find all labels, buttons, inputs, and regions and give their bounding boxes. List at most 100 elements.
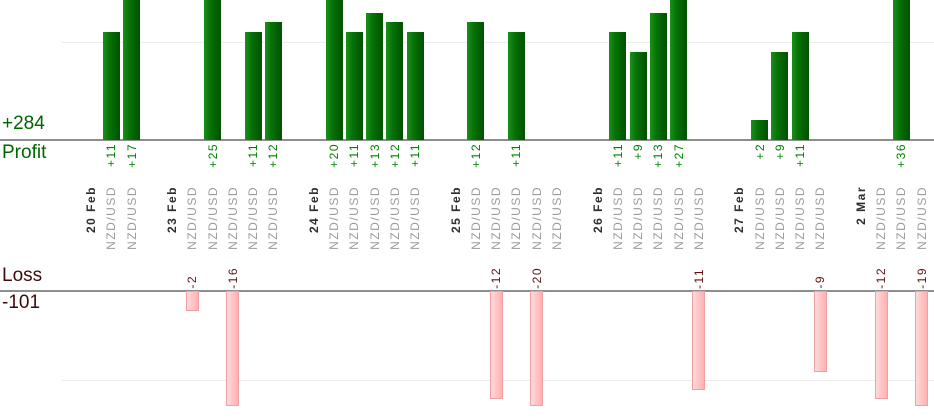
profit-bar	[345, 32, 363, 140]
profit-value-label: +12	[263, 143, 283, 189]
profit-value-label: +27	[669, 143, 689, 189]
instrument-label-text: NZD/USD	[124, 186, 139, 250]
profit-value-label-text: +11	[104, 143, 119, 167]
profit-value-label: +12	[466, 143, 486, 189]
date-label: 24 Feb	[304, 186, 324, 256]
instrument-label: NZD/USD	[608, 186, 628, 256]
instrument-label-text: NZD/USD	[874, 186, 889, 250]
profit-value-label-text: +11	[246, 143, 261, 167]
instrument-label-text: NZD/USD	[914, 186, 929, 250]
instrument-label-text: NZD/USD	[549, 186, 564, 250]
instrument-label: NZD/USD	[101, 186, 121, 256]
instrument-label: NZD/USD	[385, 186, 405, 256]
profit-value-label-text: +11	[347, 143, 362, 167]
profit-value-label-text: +9	[772, 143, 787, 160]
profit-value-label-text: +13	[367, 143, 382, 168]
loss-value-label: -12	[871, 246, 891, 289]
date-label-text: 27 Feb	[732, 186, 747, 234]
profit-bar	[244, 32, 262, 140]
profit-value-label-text: +2	[752, 143, 767, 160]
profit-value-label-text: +27	[671, 143, 686, 168]
instrument-label-text: NZD/USD	[610, 186, 625, 250]
loss-bar	[489, 291, 503, 399]
instrument-label-text: NZD/USD	[246, 186, 261, 250]
profit-total-label: +284	[2, 113, 45, 134]
loss-value-label-text: -20	[529, 267, 544, 289]
date-label-text: 23 Feb	[165, 186, 180, 234]
date-label-text: 24 Feb	[306, 186, 321, 234]
loss-axis-line	[0, 290, 934, 292]
loss-value-label-text: -12	[874, 267, 889, 289]
loss-value-label: -20	[527, 246, 547, 289]
loss-value-label: -16	[223, 246, 243, 289]
date-label: 23 Feb	[162, 186, 182, 256]
instrument-label-text: NZD/USD	[772, 186, 787, 250]
profit-gridline	[62, 42, 934, 43]
profit-value-label-text: +11	[610, 143, 625, 167]
profit-value-label: +11	[344, 143, 364, 189]
loss-value-label-text: -11	[691, 268, 706, 289]
profit-value-label-text: +17	[124, 143, 139, 168]
loss-bar	[185, 291, 199, 311]
profit-value-label-text: +12	[387, 143, 402, 168]
loss-value-label-text: -19	[914, 267, 929, 289]
profit-value-label: +13	[648, 143, 668, 189]
instrument-label-text: NZD/USD	[347, 186, 362, 250]
date-label-text: 2 Mar	[853, 186, 868, 225]
loss-value-label-text: -9	[813, 275, 828, 289]
date-label: 25 Feb	[446, 186, 466, 256]
profit-bar	[751, 120, 769, 140]
date-label-text: 25 Feb	[448, 186, 463, 234]
instrument-label: NZD/USD	[405, 186, 425, 256]
profit-value-label-text: +13	[651, 143, 666, 168]
profit-bar	[892, 0, 910, 140]
instrument-label-text: NZD/USD	[509, 186, 524, 250]
loss-value-label: -12	[486, 246, 506, 289]
date-label: 2 Mar	[851, 186, 871, 256]
instrument-label: NZD/USD	[628, 186, 648, 256]
instrument-label-text: NZD/USD	[327, 186, 342, 250]
profit-value-label-text: +11	[793, 143, 808, 167]
profit-bar	[609, 32, 627, 140]
loss-value-label: -2	[182, 246, 202, 289]
profit-bar	[366, 12, 384, 140]
loss-value-label-text: -12	[489, 267, 504, 289]
profit-bar	[629, 51, 647, 140]
instrument-label: NZD/USD	[891, 186, 911, 256]
profit-value-label: +11	[790, 143, 810, 189]
instrument-label-text: NZD/USD	[651, 186, 666, 250]
profit-value-label: +20	[324, 143, 344, 189]
profit-value-label: +11	[405, 143, 425, 189]
instrument-label: NZD/USD	[790, 186, 810, 256]
date-label-text: 20 Feb	[84, 186, 98, 234]
instrument-label: NZD/USD	[122, 186, 142, 256]
loss-total-label: -101	[2, 292, 41, 313]
date-label-text: 26 Feb	[590, 186, 605, 234]
instrument-label-text: NZD/USD	[894, 186, 909, 250]
profit-value-label-text: +9	[631, 143, 646, 160]
instrument-label-text: NZD/USD	[529, 186, 544, 250]
profit-bar	[771, 51, 789, 140]
instrument-label-text: NZD/USD	[631, 186, 646, 250]
loss-value-label: -19	[912, 246, 932, 289]
profit-value-label: +17	[122, 143, 142, 189]
loss-value-label: -9	[810, 246, 830, 289]
instrument-label-text: NZD/USD	[752, 186, 767, 250]
instrument-label: NZD/USD	[344, 186, 364, 256]
profit-value-label: +2	[750, 143, 770, 189]
instrument-label: NZD/USD	[324, 186, 344, 256]
profit-bar	[325, 0, 343, 140]
loss-value-label: -11	[689, 246, 709, 289]
loss-bar	[530, 291, 544, 406]
profit-value-label-text: +11	[509, 143, 524, 167]
profit-value-label: +9	[628, 143, 648, 189]
loss-bar	[874, 291, 888, 399]
profit-axis-line	[0, 139, 934, 141]
profit-bar	[204, 0, 222, 140]
instrument-label: NZD/USD	[263, 186, 283, 256]
instrument-label: NZD/USD	[770, 186, 790, 256]
instrument-label-text: NZD/USD	[387, 186, 402, 250]
loss-value-label-text: -16	[225, 267, 240, 289]
profit-bar	[467, 22, 485, 140]
